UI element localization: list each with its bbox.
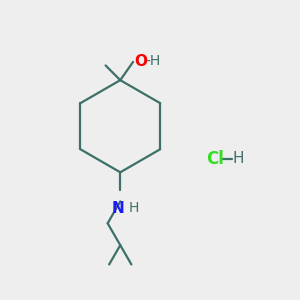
- Text: O: O: [134, 54, 147, 69]
- Text: -H: -H: [146, 54, 161, 68]
- Text: H: H: [232, 152, 244, 166]
- Text: N: N: [112, 200, 124, 215]
- Text: Cl: Cl: [206, 150, 224, 168]
- Text: H: H: [129, 200, 139, 214]
